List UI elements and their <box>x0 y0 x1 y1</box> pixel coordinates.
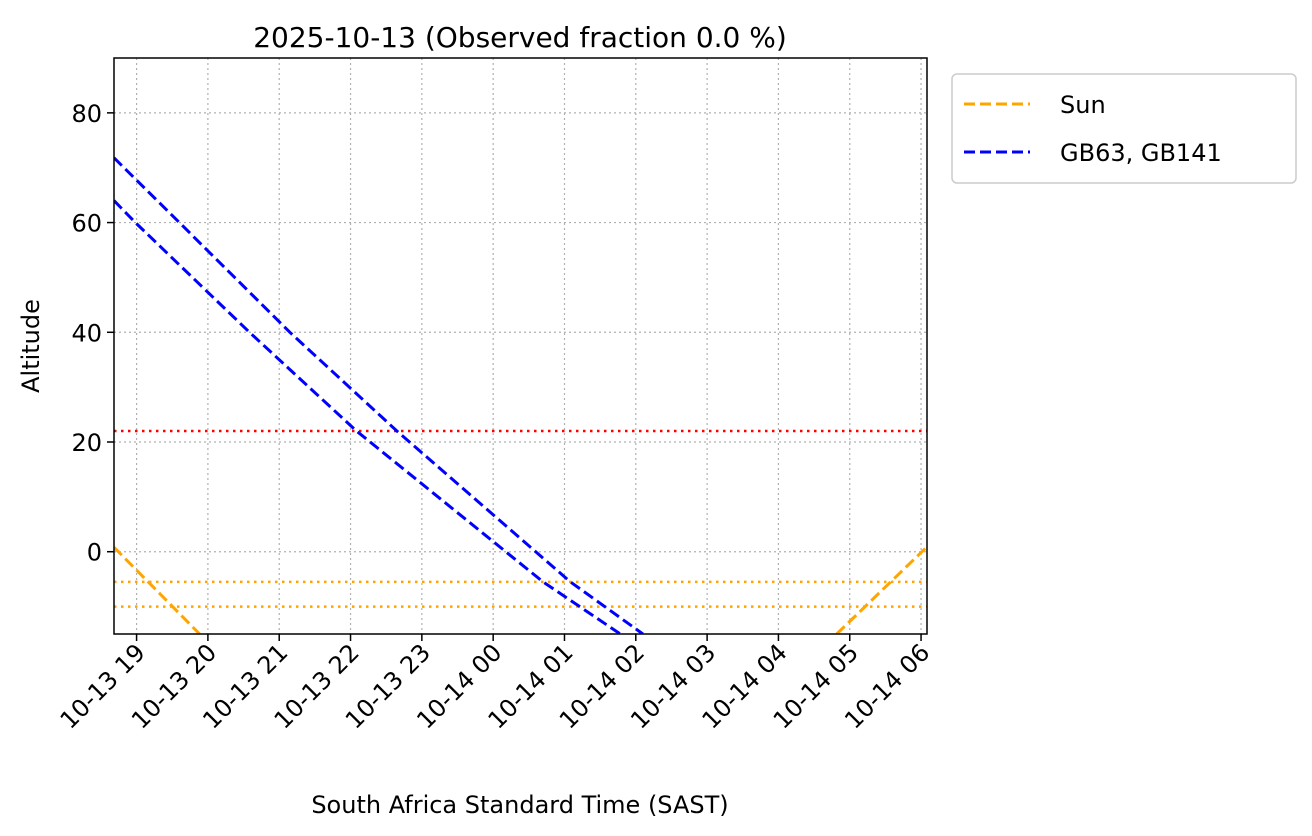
grid <box>114 58 927 634</box>
y-axis-label: Altitude <box>17 299 45 393</box>
series-line <box>114 156 644 634</box>
y-tick-label: 60 <box>71 210 102 238</box>
series-line <box>114 199 622 634</box>
series-lines <box>114 156 927 634</box>
y-tick-label: 80 <box>71 100 102 128</box>
legend-box <box>951 73 1297 184</box>
legend-label: GB63, GB141 <box>1060 139 1222 167</box>
reference-lines <box>114 429 927 608</box>
y-tick-label: 40 <box>71 319 102 347</box>
x-axis-label: South Africa Standard Time (SAST) <box>311 791 728 819</box>
plot-frame <box>113 57 928 635</box>
chart-title: 2025-10-13 (Observed fraction 0.0 %) <box>253 21 787 54</box>
series-line <box>835 545 927 634</box>
series-line <box>114 546 201 634</box>
legend: Sun GB63, GB141 <box>951 73 1297 184</box>
y-tick-label: 20 <box>71 429 102 457</box>
legend-label: Sun <box>1060 91 1106 119</box>
y-tick-label: 0 <box>87 539 102 567</box>
